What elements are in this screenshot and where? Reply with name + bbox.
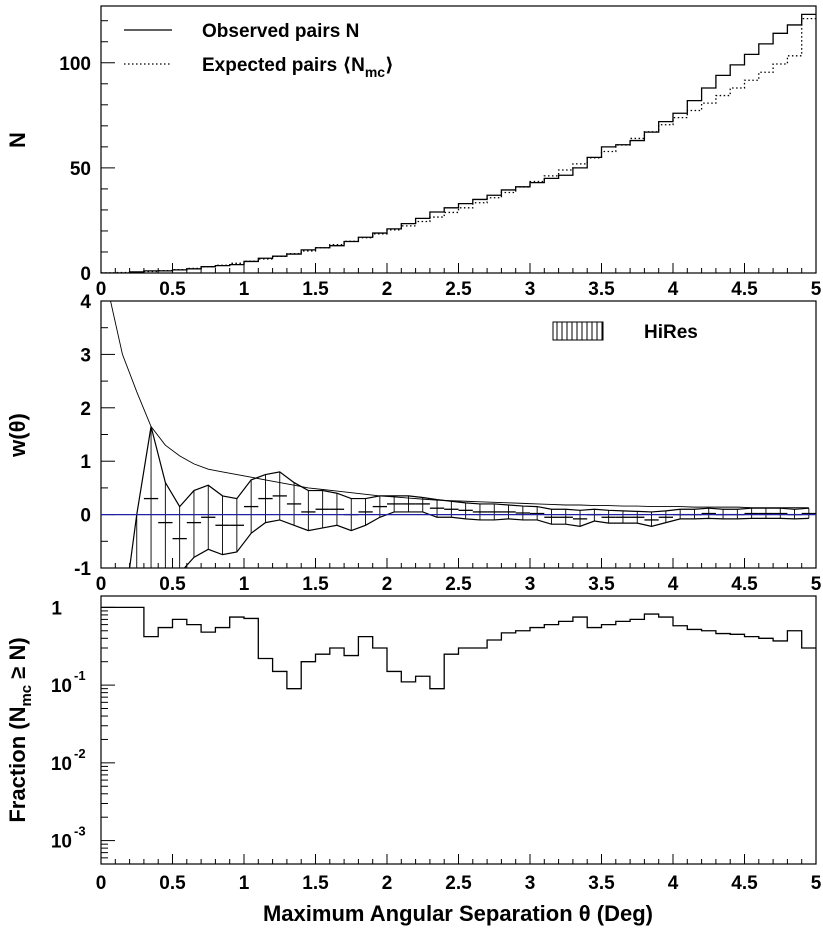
x-tick-label: 3.5: [588, 279, 615, 300]
ylabel-bottom: Fraction (Nmc ≥ N): [5, 637, 35, 822]
x-tick-label: 1: [239, 574, 250, 595]
x-tick-label: 4: [668, 873, 679, 894]
expected-noise-curve: [110, 301, 809, 509]
x-tick-label: 5: [811, 279, 822, 300]
y-tick-label: 100: [59, 54, 91, 75]
legend-swatch-hires: [552, 321, 604, 341]
y-tick-label: 10: [51, 754, 72, 775]
band-upper-edge: [128, 426, 809, 568]
panel-bottom-fraction: Fraction (Nmc ≥ N) 0 0.5 1 1.5 2 2.5 3 3.5 4 4.5 5…: [5, 595, 822, 894]
y-tick-label: 4: [80, 292, 91, 313]
x-tick-label: 3: [525, 574, 536, 595]
y-tick-exponent: -1: [74, 668, 86, 683]
y-tick-label: 0: [80, 264, 91, 285]
x-tick-label: 1.5: [302, 574, 329, 595]
y-tick-exponent: -2: [74, 746, 86, 761]
x-tick-label: 0.5: [159, 279, 186, 300]
plot-frame-top: [100, 5, 817, 274]
x-tick-label: 1: [239, 873, 250, 894]
plot-frame-bottom: [100, 595, 817, 865]
y-tick-label: 10: [51, 832, 72, 853]
x-tick-label: 4.5: [731, 873, 758, 894]
y-tick-label: 3: [80, 345, 91, 366]
y-tick-label: 0: [80, 506, 91, 527]
ylabel-top: N: [5, 132, 30, 148]
x-tick-label: 5: [811, 873, 822, 894]
x-tick-label: 2.5: [445, 279, 472, 300]
legend-label-hires: HiRes: [644, 322, 698, 343]
x-tick-label: 1: [239, 279, 250, 300]
ylabel-middle: w(θ): [5, 413, 30, 458]
y-tick-exponent: -3: [74, 824, 86, 839]
x-axis-title: Maximum Angular Separation θ (Deg): [263, 901, 653, 926]
legend-top: Observed pairs N Expected pairs ⟨Nmc⟩: [124, 21, 394, 80]
legend-label-observed: Observed pairs N: [202, 21, 359, 42]
panel-top-pairs: N Observed pairs N Expected pairs ⟨Nmc⟩ …: [5, 5, 822, 300]
x-tick-label: 4.5: [731, 279, 758, 300]
x-tick-label: 2: [382, 279, 393, 300]
x-tick-label: 2: [382, 873, 393, 894]
middle-plot-area: [101, 301, 816, 568]
series-observed-histogram: [101, 13, 816, 273]
y-tick-label: 1: [51, 598, 62, 619]
legend-middle: HiRes: [552, 321, 698, 343]
x-tick-label: 5: [811, 574, 822, 595]
x-tick-label: 2.5: [445, 873, 472, 894]
y-tick-label: -1: [74, 559, 91, 580]
x-tick-label: 4: [668, 574, 679, 595]
x-tick-label: 4.5: [731, 574, 758, 595]
x-tick-label: 0.5: [159, 574, 186, 595]
x-tick-label: 4: [668, 279, 679, 300]
y-tick-label: 1: [80, 452, 91, 473]
x-tick-label: 2.5: [445, 574, 472, 595]
x-tick-label: 0: [96, 279, 107, 300]
x-tick-label: 3: [525, 873, 536, 894]
y-tick-label: 50: [70, 159, 91, 180]
x-tick-label: 3: [525, 279, 536, 300]
x-tick-label: 1.5: [302, 279, 329, 300]
series-fraction-histogram: [101, 606, 816, 690]
y-tick-label: 2: [80, 399, 91, 420]
y-tick-label: 10: [51, 676, 72, 697]
legend-label-expected: Expected pairs ⟨Nmc⟩: [202, 55, 394, 80]
series-expected-histogram: [101, 17, 816, 273]
band-lower-edge: [183, 511, 809, 568]
x-tick-label: 0: [96, 873, 107, 894]
x-tick-label: 1.5: [302, 873, 329, 894]
x-tick-label: 3.5: [588, 873, 615, 894]
x-tick-label: 0: [96, 574, 107, 595]
x-tick-label: 0.5: [159, 873, 186, 894]
x-tick-label: 2: [382, 574, 393, 595]
x-tick-label: 3.5: [588, 574, 615, 595]
